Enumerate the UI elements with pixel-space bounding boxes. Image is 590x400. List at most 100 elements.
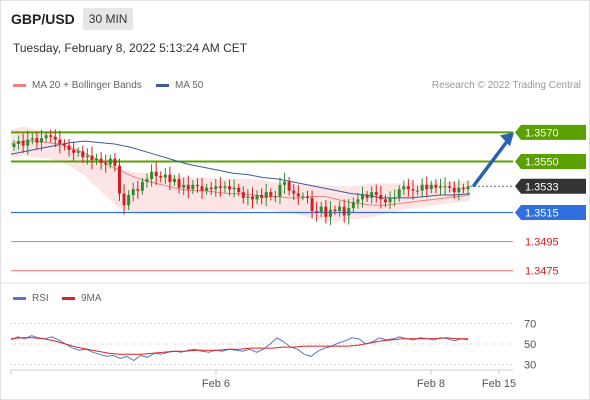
candle [85,155,89,158]
candle [420,184,424,191]
candle [379,195,383,200]
chart-header: GBP/USD 30 MIN [11,8,134,30]
candle [214,186,218,190]
legend-ma20: MA 20 + Bollinger Bands [13,80,142,91]
legend-rsi-ma: 9MA [62,293,102,304]
candle [81,151,85,158]
legend-rsi-label: RSI [32,293,49,304]
candle [191,184,195,190]
x-tick-label: Feb 15 [482,378,516,390]
candle [260,195,264,198]
candle [182,184,186,188]
candle [186,184,190,190]
candle [365,195,369,198]
candle [361,195,365,200]
level-label-1.3550: 1.3550 [525,157,559,169]
candle [26,139,30,146]
candle [411,189,415,191]
candle [461,187,465,190]
candle [72,149,76,153]
timestamp: Tuesday, February 8, 2022 5:13:24 AM CET [13,41,248,55]
candle [44,135,48,139]
x-tick-label: Feb 8 [417,378,445,390]
candle [296,193,300,197]
rsi-tick-30: 30 [524,360,536,372]
level-tag-1.3515 [515,204,586,220]
candle [35,138,39,143]
candle [218,186,222,188]
candle [333,209,337,212]
candle [457,187,461,193]
candle [49,135,53,137]
candle [425,184,429,190]
candle [228,186,232,190]
candle [438,186,442,188]
level-label-1.3475: 1.3475 [525,266,559,278]
candle [113,158,117,166]
candle [347,208,351,216]
candle [17,141,21,145]
candle [163,174,167,178]
candle [95,158,99,161]
candle [255,195,259,200]
candle [232,187,236,190]
candle [273,196,277,198]
candle [374,192,378,196]
candle [12,144,16,147]
legend-rsi: RSI [13,293,49,304]
candle [315,211,319,213]
timeframe-button[interactable]: 30 MIN [82,8,134,30]
candle [205,187,209,191]
candle [67,145,71,150]
candle [388,197,392,203]
candle [443,186,447,188]
candle [246,196,250,198]
candles-group [12,129,470,226]
candle [292,190,296,194]
candle [62,144,66,146]
candle [250,196,254,200]
rsi-ma-swatch [62,297,75,300]
candle [328,209,332,217]
candle [200,186,204,191]
candle [145,178,149,182]
candle [264,192,268,198]
candle [104,162,108,165]
x-tick-label: Feb 6 [202,378,230,390]
candle [168,174,172,182]
candle [159,176,163,178]
candle [287,181,291,191]
forecast-arrow-head [500,132,514,147]
candle [90,155,94,161]
candle [338,206,342,212]
candle [76,151,80,153]
candle [209,187,213,190]
candle [150,171,154,179]
candle [370,192,374,198]
copyright-text: Research © 2022 Trading Central [431,80,581,91]
candle [237,187,241,193]
candle [283,181,287,185]
candle [154,171,158,177]
candle [416,190,420,192]
candle [127,195,131,206]
candle [305,196,309,198]
candle [269,192,273,197]
rsi-ma-line [10,337,468,355]
level-tag-1.3550 [515,154,586,170]
legend-ma20-label: MA 20 + Bollinger Bands [32,80,142,91]
candle [397,189,401,198]
legend-ma50-label: MA 50 [175,80,204,91]
candle [406,186,410,190]
candle [434,184,438,188]
candle [136,189,140,191]
ma20-swatch [13,84,26,87]
legend-rsi-ma-label: 9MA [81,293,102,304]
rsi-swatch [13,297,26,300]
bollinger-band [11,126,470,222]
candle [310,197,314,212]
candle [393,197,397,199]
level-tag-1.3533 [515,178,586,194]
level-label-1.3570: 1.3570 [525,127,559,139]
